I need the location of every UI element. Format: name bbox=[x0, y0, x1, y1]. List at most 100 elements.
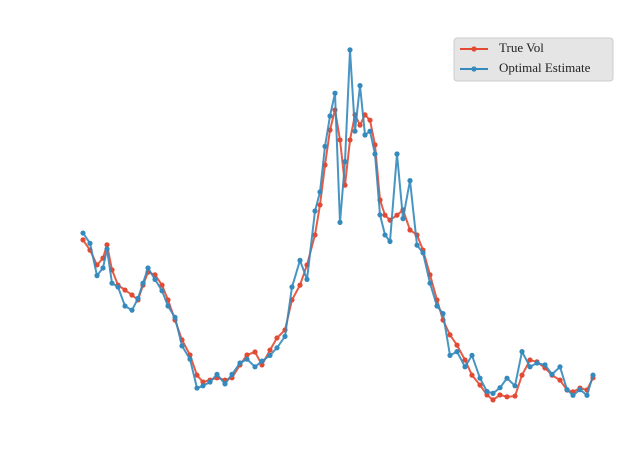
marker bbox=[372, 151, 378, 157]
marker bbox=[352, 128, 358, 134]
marker bbox=[440, 311, 446, 317]
marker bbox=[527, 357, 533, 363]
marker bbox=[100, 265, 106, 271]
marker bbox=[267, 347, 273, 353]
marker bbox=[367, 117, 373, 123]
marker bbox=[367, 128, 373, 134]
marker bbox=[87, 240, 93, 246]
marker bbox=[297, 282, 303, 288]
marker bbox=[200, 379, 206, 385]
marker bbox=[427, 280, 433, 286]
marker bbox=[179, 343, 185, 349]
marker bbox=[519, 372, 525, 378]
marker bbox=[122, 303, 128, 309]
marker bbox=[347, 137, 353, 143]
marker bbox=[570, 392, 576, 398]
marker bbox=[159, 282, 165, 288]
marker bbox=[312, 208, 318, 214]
marker bbox=[274, 335, 280, 341]
marker bbox=[590, 372, 596, 378]
marker bbox=[94, 273, 100, 279]
marker bbox=[322, 143, 328, 149]
legend-box bbox=[453, 37, 614, 82]
marker bbox=[229, 371, 235, 377]
marker bbox=[420, 250, 426, 256]
marker bbox=[165, 303, 171, 309]
legend-marker bbox=[471, 46, 477, 52]
marker bbox=[484, 388, 490, 395]
marker bbox=[382, 212, 388, 218]
marker bbox=[447, 332, 453, 338]
marker bbox=[259, 362, 265, 368]
marker bbox=[377, 212, 383, 218]
marker bbox=[115, 284, 121, 290]
marker bbox=[400, 216, 406, 222]
marker bbox=[317, 202, 323, 208]
marker bbox=[490, 390, 496, 396]
marker bbox=[462, 357, 468, 363]
marker bbox=[534, 360, 540, 366]
marker bbox=[477, 375, 483, 381]
marker bbox=[200, 383, 206, 389]
marker bbox=[347, 47, 353, 53]
marker bbox=[327, 113, 333, 119]
marker bbox=[194, 385, 200, 391]
marker bbox=[317, 189, 323, 195]
marker bbox=[337, 137, 343, 143]
marker bbox=[129, 307, 135, 313]
marker bbox=[454, 342, 460, 348]
marker bbox=[237, 360, 243, 366]
marker bbox=[282, 333, 288, 339]
marker bbox=[274, 345, 280, 351]
legend-label: True Vol bbox=[499, 40, 544, 55]
marker bbox=[244, 356, 250, 362]
marker bbox=[135, 295, 141, 301]
marker bbox=[214, 371, 220, 377]
marker bbox=[104, 246, 110, 252]
marker bbox=[557, 377, 563, 383]
marker bbox=[469, 352, 475, 358]
marker bbox=[244, 352, 250, 358]
marker bbox=[527, 364, 533, 370]
marker bbox=[145, 265, 151, 271]
marker bbox=[584, 392, 590, 398]
marker bbox=[557, 364, 563, 370]
marker bbox=[504, 394, 510, 400]
marker bbox=[477, 382, 483, 388]
marker bbox=[504, 375, 510, 381]
marker bbox=[462, 364, 468, 370]
marker bbox=[357, 83, 363, 89]
marker bbox=[159, 288, 165, 294]
marker bbox=[80, 230, 86, 236]
marker bbox=[434, 303, 440, 309]
marker bbox=[252, 349, 258, 355]
marker bbox=[104, 242, 110, 248]
marker bbox=[129, 292, 135, 298]
marker bbox=[414, 242, 420, 248]
marker bbox=[407, 227, 413, 233]
marker bbox=[140, 280, 146, 286]
marker bbox=[519, 349, 525, 355]
marker bbox=[312, 232, 318, 238]
marker bbox=[259, 358, 265, 364]
marker bbox=[454, 349, 460, 355]
marker bbox=[342, 159, 348, 165]
marker bbox=[337, 219, 343, 225]
marker bbox=[172, 314, 178, 320]
marker bbox=[469, 372, 475, 378]
marker bbox=[332, 90, 338, 96]
marker bbox=[289, 284, 295, 290]
marker bbox=[382, 232, 388, 238]
marker bbox=[109, 280, 115, 286]
marker bbox=[394, 212, 400, 218]
marker bbox=[80, 237, 86, 243]
marker bbox=[187, 356, 193, 362]
marker bbox=[512, 393, 518, 399]
marker bbox=[267, 352, 273, 358]
marker bbox=[207, 379, 213, 385]
marker bbox=[497, 392, 503, 398]
marker bbox=[362, 132, 368, 138]
marker bbox=[512, 383, 518, 389]
